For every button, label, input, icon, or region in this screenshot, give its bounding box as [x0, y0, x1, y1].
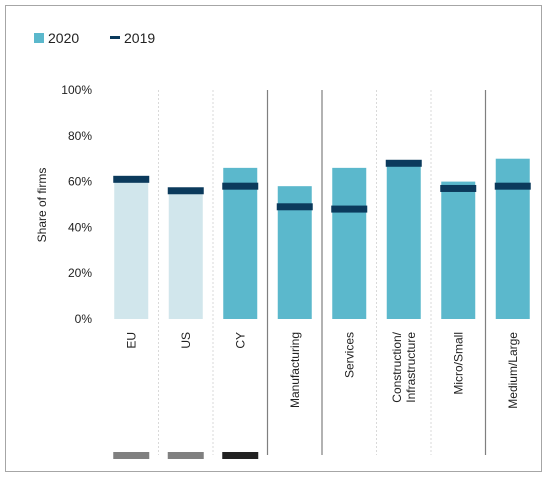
legend: 2020 2019 [34, 30, 155, 46]
marker-2019 [331, 205, 368, 213]
y-tick-label: 80% [68, 129, 92, 143]
group-tag [222, 452, 259, 459]
bar-2020 [223, 167, 258, 319]
legend-label-2020: 2020 [48, 30, 79, 46]
group-tag [113, 452, 150, 459]
group-separators [158, 90, 487, 455]
legend-swatch-2020 [34, 33, 44, 43]
marker-2019 [385, 159, 422, 167]
group-tags [113, 452, 259, 459]
y-tick-label: 0% [75, 312, 93, 326]
y-axis-label: Share of firms [35, 168, 49, 243]
y-tick-label: 60% [68, 175, 92, 189]
category-labels: EU US CY Manufacturing Services Construction/… [124, 331, 520, 408]
group-tag [167, 452, 204, 459]
category-label: CY [233, 332, 247, 349]
category-label: Manufacturing [288, 332, 302, 408]
y-tick-label: 100% [61, 83, 92, 97]
category-label: US [179, 332, 193, 349]
legend-swatch-2019 [110, 36, 120, 39]
category-label: Medium/Large [506, 332, 520, 409]
bar-2020 [441, 181, 476, 319]
category-label: Services [342, 332, 356, 378]
category-label: Micro/Small [451, 332, 465, 395]
legend-label-2019: 2019 [124, 30, 155, 46]
marker-2019 [113, 175, 150, 183]
bars-2020 [114, 158, 530, 319]
y-tick-label: 40% [68, 220, 92, 234]
marker-2019 [494, 182, 531, 190]
bar-2020 [114, 181, 149, 319]
markers-2019 [113, 159, 531, 213]
marker-2019 [276, 203, 313, 211]
y-axis-ticks: 0% 20% 40% 60% 80% 100% [61, 83, 92, 326]
marker-2019 [222, 182, 259, 190]
marker-2019 [440, 184, 477, 192]
category-label: Construction/Infrastructure [390, 331, 418, 402]
y-tick-label: 20% [68, 266, 92, 280]
marker-2019 [167, 187, 204, 195]
bar-2020 [332, 167, 367, 319]
bar-2020 [168, 193, 203, 319]
category-label: EU [124, 332, 138, 349]
bar-2020 [386, 160, 421, 319]
